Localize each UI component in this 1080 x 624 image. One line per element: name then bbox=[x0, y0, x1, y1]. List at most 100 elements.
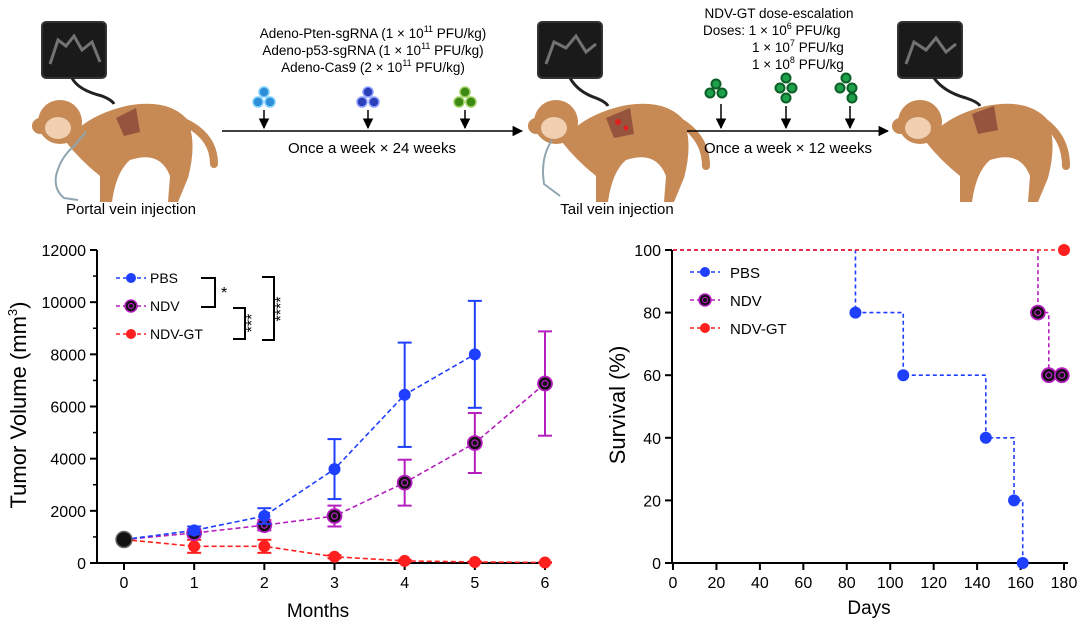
route-label-portal: Portal vein injection bbox=[66, 201, 196, 218]
survival-series bbox=[673, 244, 1070, 569]
tumor-volume-axes bbox=[96, 250, 548, 564]
censor-point-inner bbox=[1045, 371, 1053, 379]
legend-pbs: PBS bbox=[690, 265, 760, 282]
svg-text:Adeno-p53-sgRNA (1 × 1011 PFU/: Adeno-p53-sgRNA (1 × 1011 PFU/kg) bbox=[262, 41, 483, 58]
survival-x-label: Days bbox=[847, 598, 890, 619]
y-tick-label: 60 bbox=[643, 368, 661, 385]
data-point bbox=[258, 510, 271, 523]
censor-point bbox=[1008, 494, 1021, 507]
x-tick-label: 120 bbox=[920, 575, 947, 592]
ndv-virus-icon-mid bbox=[774, 72, 798, 104]
data-point-inner bbox=[541, 379, 549, 388]
data-point-inner bbox=[330, 512, 339, 520]
tumor-volume-series bbox=[115, 299, 553, 569]
significance-star-2: *** bbox=[244, 314, 261, 333]
tumor-volume-x-ticks: 0 1 2 3 4 5 6 bbox=[120, 563, 550, 592]
agent-3-name: Adeno-Cas9 bbox=[281, 60, 356, 75]
y-tick-label: 0 bbox=[652, 556, 661, 573]
y-tick-label: 8000 bbox=[50, 347, 86, 364]
legend-ndv-gt: NDV-GT bbox=[690, 321, 787, 338]
censor-point bbox=[979, 431, 992, 444]
censor-point bbox=[849, 306, 862, 319]
monkey-icon bbox=[32, 100, 218, 202]
data-point bbox=[537, 375, 553, 392]
bracket-pbs-ndv bbox=[201, 277, 216, 308]
data-point bbox=[328, 463, 341, 476]
ultrasound-screen-3 bbox=[897, 21, 963, 79]
data-point bbox=[328, 550, 341, 563]
y-tick-label: 80 bbox=[643, 306, 661, 323]
data-point bbox=[188, 524, 201, 537]
schematic: Portal vein injection Adeno-Pten-sgRNA (… bbox=[32, 6, 1070, 218]
censor-point bbox=[1016, 557, 1029, 569]
ndv-virus-icon-high bbox=[834, 72, 858, 104]
censor-point bbox=[1058, 244, 1070, 256]
x-tick-label: 5 bbox=[470, 575, 479, 592]
monkey-icon bbox=[892, 100, 1070, 202]
series-line bbox=[123, 353, 476, 541]
data-point bbox=[398, 388, 411, 401]
x-tick-label: 40 bbox=[751, 575, 769, 592]
y-tick-label: 0 bbox=[77, 556, 86, 573]
censor-point-inner bbox=[1058, 371, 1066, 379]
series-ndv-gt bbox=[673, 244, 1070, 256]
significance-star-1: * bbox=[221, 285, 227, 302]
phase1-agents: Adeno-Pten-sgRNA (1 × 1011 PFU/kg) Adeno… bbox=[260, 24, 487, 75]
svg-text:NDV-GT: NDV-GT bbox=[730, 321, 787, 338]
svg-text:Adeno-Cas9 (2 × 1011 PFU/kg): Adeno-Cas9 (2 × 1011 PFU/kg) bbox=[281, 58, 465, 75]
data-point bbox=[468, 555, 481, 568]
data-point bbox=[188, 540, 201, 553]
svg-text:NDV-GT: NDV-GT bbox=[150, 326, 203, 342]
ndv-virus-icon-low bbox=[704, 78, 728, 99]
censor-point bbox=[897, 369, 910, 382]
tumor-volume-chart: 0 2000 4000 6000 8000 10000 12000 0 1 2 3 4 5 6 Mont… bbox=[5, 243, 553, 622]
x-tick-label: 0 bbox=[669, 575, 678, 592]
ultrasound-screen-1 bbox=[41, 21, 107, 79]
bracket-pbs-ndvgt bbox=[262, 276, 275, 341]
svg-text:PBS: PBS bbox=[150, 270, 178, 286]
censor-point bbox=[1053, 367, 1070, 384]
data-point bbox=[466, 435, 483, 451]
phase1-schedule: Once a week × 24 weeks bbox=[288, 140, 456, 157]
svg-text:NDV: NDV bbox=[730, 293, 762, 310]
svg-text:1 × 107 PFU/kg: 1 × 107 PFU/kg bbox=[752, 38, 844, 55]
tumor-volume-x-label: Months bbox=[287, 601, 349, 622]
monkey-icon bbox=[528, 100, 710, 202]
svg-text:NDV: NDV bbox=[150, 298, 180, 314]
data-point bbox=[396, 474, 413, 491]
data-point bbox=[258, 540, 271, 553]
x-tick-label: 160 bbox=[1007, 575, 1034, 592]
monkey-final-illustration bbox=[892, 21, 1070, 202]
survival-chart: 0 20 40 60 80 100 0 20 40 60 80 100 120 140 160 180 Da… bbox=[605, 243, 1077, 619]
data-point bbox=[539, 556, 551, 569]
agent-2-name: Adeno-p53-sgRNA bbox=[262, 43, 375, 58]
y-tick-label: 10000 bbox=[42, 295, 87, 312]
bracket-ndv-ndvgt bbox=[233, 307, 246, 340]
phase2-doses: NDV-GT dose-escalation Doses: 1 × 106 PF… bbox=[703, 6, 854, 72]
tumor-volume-y-label: Tumor Volume (mm3) bbox=[5, 302, 31, 509]
svg-text:Adeno-Pten-sgRNA (1 × 1011 PFU: Adeno-Pten-sgRNA (1 × 1011 PFU/kg) bbox=[260, 24, 487, 41]
x-tick-label: 6 bbox=[541, 575, 550, 592]
x-tick-label: 180 bbox=[1051, 575, 1078, 592]
series-pbs bbox=[673, 249, 1029, 569]
svg-text:PBS: PBS bbox=[730, 265, 760, 282]
y-tick-label: 6000 bbox=[50, 400, 86, 417]
x-tick-label: 1 bbox=[190, 575, 199, 592]
phase2-title: NDV-GT dose-escalation bbox=[704, 6, 853, 21]
y-tick-label: 2000 bbox=[50, 504, 86, 521]
data-point-inner bbox=[401, 479, 409, 487]
data-point-origin bbox=[115, 530, 133, 549]
data-point bbox=[326, 508, 343, 524]
survival-x-ticks: 0 20 40 60 80 100 120 140 160 180 bbox=[669, 563, 1078, 592]
y-tick-label: 40 bbox=[643, 431, 661, 448]
censor-point bbox=[1040, 367, 1057, 384]
svg-text:Doses: 1 × 106 PFU/kg: Doses: 1 × 106 PFU/kg bbox=[703, 21, 841, 38]
data-point bbox=[398, 554, 411, 567]
y-tick-label: 100 bbox=[634, 243, 661, 260]
tumor-volume-y-ticks: 0 2000 4000 6000 8000 10000 12000 bbox=[42, 243, 97, 573]
survival-y-ticks: 0 20 40 60 80 100 bbox=[634, 243, 672, 573]
svg-text:1 × 108 PFU/kg: 1 × 108 PFU/kg bbox=[752, 55, 844, 72]
route-label-tail: Tail vein injection bbox=[560, 201, 673, 218]
x-tick-label: 20 bbox=[708, 575, 726, 592]
